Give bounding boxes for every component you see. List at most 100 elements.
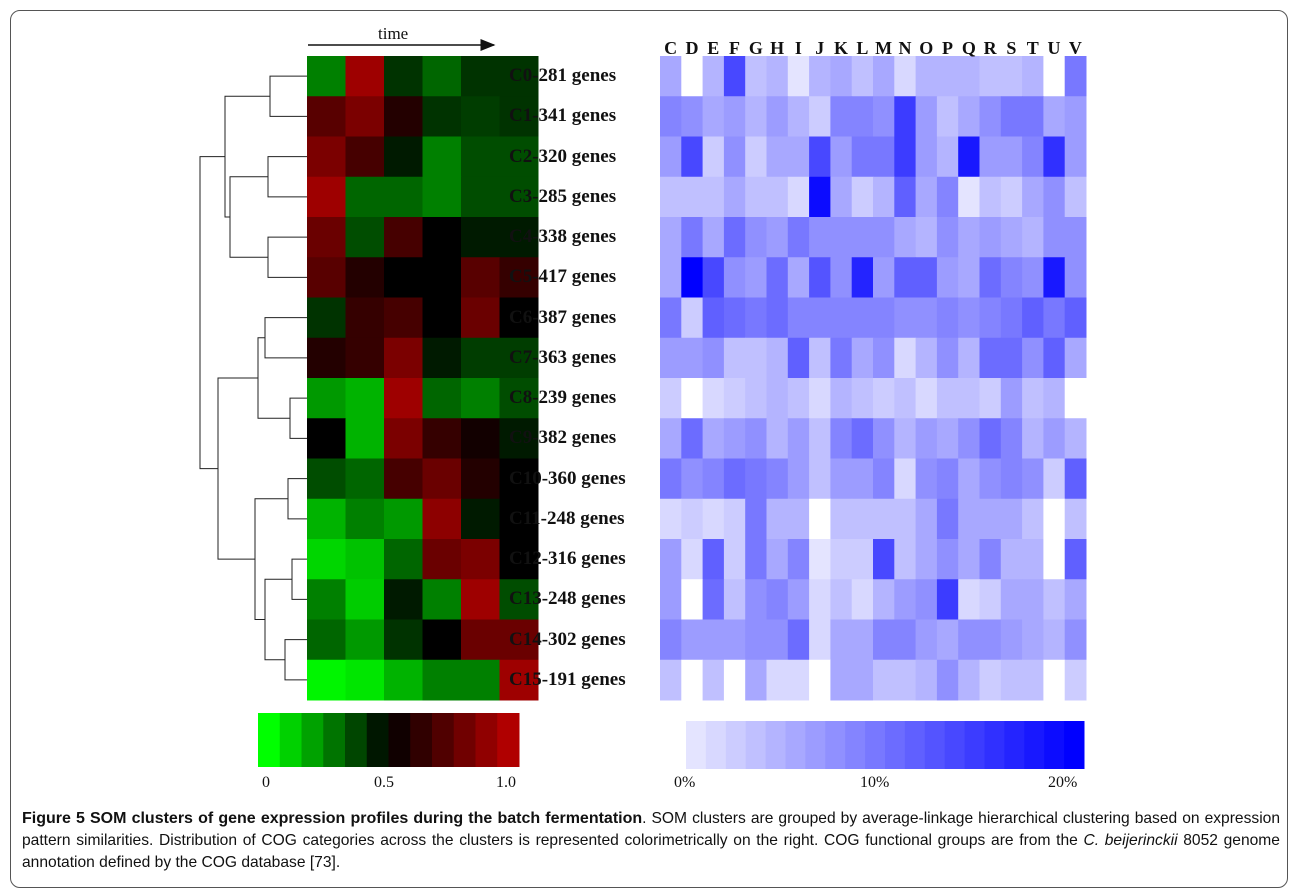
cog-cell-r4-c15	[979, 217, 1002, 258]
cog-cell-r0-c5	[766, 56, 789, 97]
cog-cell-r8-c15	[979, 378, 1002, 419]
cog-cell-r0-c0	[660, 56, 682, 97]
cog-cell-r7-c4	[745, 337, 767, 379]
cog-cell-r10-c9	[851, 458, 874, 500]
cog-cell-r10-c2	[702, 458, 725, 500]
expr-cell-r7-c1	[345, 337, 385, 379]
cog-cell-r14-c10	[873, 619, 895, 661]
cog-cell-r0-c18	[1043, 56, 1066, 97]
cog-cell-r11-c7	[809, 498, 831, 540]
cog-cell-r6-c19	[1064, 297, 1087, 339]
cog-cell-r1-c12	[915, 96, 938, 137]
cog-cell-r11-c19	[1064, 498, 1087, 540]
cog-cell-r15-c2	[702, 659, 725, 701]
cog-cell-r14-c1	[681, 619, 704, 661]
cog-scale-tick-2: 20%	[1048, 774, 1078, 791]
cog-cell-r9-c19	[1064, 418, 1087, 459]
cog-cell-r10-c8	[830, 458, 853, 500]
expr-cell-r9-c3	[422, 418, 462, 459]
cog-cell-r7-c3	[723, 337, 746, 379]
cog-cell-r13-c18	[1043, 579, 1066, 620]
cog-cell-r7-c10	[873, 337, 895, 379]
cog-cell-r5-c9	[851, 257, 874, 298]
expr-cell-r8-c5	[499, 378, 539, 419]
expr-cell-r3-c5	[499, 176, 539, 218]
cog-cell-r9-c12	[915, 418, 938, 459]
expr-cell-r1-c3	[422, 96, 462, 137]
cog-cell-r8-c7	[809, 378, 831, 419]
cog-cell-r12-c4	[745, 539, 767, 580]
expr-cell-r15-c5	[499, 659, 539, 701]
cog-category-label: K	[834, 38, 849, 58]
cog-cell-r9-c10	[873, 418, 895, 459]
cog-cell-r9-c5	[766, 418, 789, 459]
cog-cell-r1-c18	[1043, 96, 1066, 137]
cog-cell-r0-c10	[873, 56, 895, 97]
cog-cell-r3-c19	[1064, 176, 1087, 218]
expr-cell-r10-c1	[345, 458, 385, 500]
caption-text-2: 8052 genome annotation defined by the CO…	[22, 832, 1280, 871]
dendro-link	[264, 578, 292, 661]
cog-cell-r12-c3	[723, 539, 746, 580]
cog-cell-r5-c0	[660, 257, 682, 298]
cog-cell-r6-c1	[681, 297, 704, 339]
cog-cell-r1-c9	[851, 96, 874, 137]
expr-cell-r12-c5	[499, 539, 539, 580]
cog-scale-swatch	[845, 721, 866, 769]
cog-cell-r9-c6	[787, 418, 810, 459]
cog-cell-r1-c8	[830, 96, 853, 137]
expr-cell-r9-c2	[384, 418, 423, 459]
cog-scale-swatch	[944, 721, 966, 769]
cog-cell-r5-c6	[787, 257, 810, 298]
expr-cell-r3-c3	[422, 176, 462, 218]
caption-title: SOM clusters of gene expression profiles…	[89, 810, 643, 827]
cog-cell-r12-c10	[873, 539, 895, 580]
expr-cell-r15-c1	[345, 659, 385, 701]
cog-cell-r12-c0	[660, 539, 682, 580]
expr-cell-r4-c0	[307, 217, 346, 258]
expr-cell-r2-c3	[422, 136, 462, 178]
cog-cell-r4-c8	[830, 217, 853, 258]
cog-cell-r0-c13	[936, 56, 959, 97]
cog-cell-r3-c2	[702, 176, 725, 218]
cluster-label: C13-248 genes	[509, 588, 626, 610]
cog-cell-r6-c17	[1022, 297, 1044, 339]
cog-cell-r11-c2	[702, 498, 725, 540]
expr-cell-r8-c0	[307, 378, 346, 419]
cog-cell-r2-c5	[766, 136, 789, 178]
cog-cell-r5-c12	[915, 257, 938, 298]
cog-cell-r2-c15	[979, 136, 1002, 178]
cog-cell-r3-c8	[830, 176, 853, 218]
cog-category-label: R	[983, 38, 997, 58]
cog-cell-r11-c8	[830, 498, 853, 540]
expression-heatmap	[307, 56, 539, 701]
cog-cell-r0-c2	[702, 56, 725, 97]
cog-cell-r4-c18	[1043, 217, 1066, 258]
cog-cell-r10-c1	[681, 458, 704, 500]
cog-cell-r4-c6	[787, 217, 810, 258]
cog-cell-r5-c15	[979, 257, 1002, 298]
expr-cell-r3-c4	[461, 176, 500, 218]
cog-cell-r14-c7	[809, 619, 831, 661]
cog-cell-r1-c4	[745, 96, 767, 137]
expr-cell-r12-c3	[422, 539, 462, 580]
expr-cell-r14-c5	[499, 619, 539, 661]
cog-cell-r7-c8	[830, 337, 853, 379]
expr-scale-swatch	[410, 713, 433, 767]
cog-cell-r15-c13	[936, 659, 959, 701]
cog-cell-r12-c2	[702, 539, 725, 580]
cog-cell-r8-c17	[1022, 378, 1044, 419]
cog-cell-r9-c0	[660, 418, 682, 459]
expr-cell-r1-c4	[461, 96, 500, 137]
cog-cell-r0-c12	[915, 56, 938, 97]
cog-cell-r15-c19	[1064, 659, 1087, 701]
cog-cell-r7-c12	[915, 337, 938, 379]
cog-cell-r2-c18	[1043, 136, 1066, 178]
cog-cell-r5-c2	[702, 257, 725, 298]
cog-scale-swatch	[984, 721, 1005, 769]
caption-species: C. beijerinckii	[1083, 832, 1178, 849]
cog-category-label: S	[1006, 38, 1017, 58]
expr-cell-r8-c3	[422, 378, 462, 419]
cog-cell-r8-c9	[851, 378, 874, 419]
